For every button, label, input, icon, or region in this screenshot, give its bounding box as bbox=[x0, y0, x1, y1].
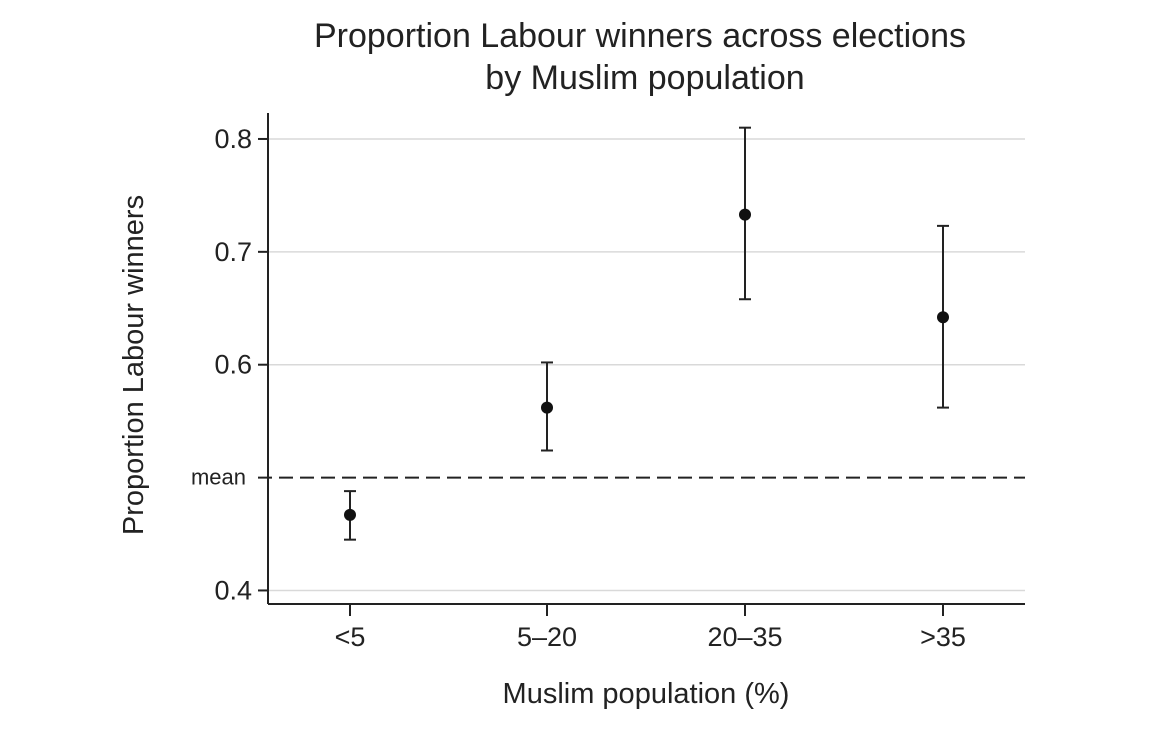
plot-area: 0.4 0.6 0.7 0.8 mean <5 5–20 20–35 >35 bbox=[191, 113, 1025, 652]
data-point bbox=[344, 508, 356, 521]
x-axis-title: Muslim population (%) bbox=[503, 678, 790, 710]
x-tick-label: 5–20 bbox=[517, 622, 577, 652]
chart-subtitle: by Muslim population bbox=[485, 59, 804, 97]
data-point bbox=[937, 311, 949, 324]
y-tick-label: 0.6 bbox=[214, 350, 252, 380]
y-tick-label: 0.7 bbox=[214, 237, 252, 267]
chart-title: Proportion Labour winners across electio… bbox=[314, 17, 966, 55]
data-point bbox=[541, 401, 553, 414]
x-tick-label: >35 bbox=[920, 622, 966, 652]
y-axis-title: Proportion Labour winners bbox=[118, 195, 150, 535]
data-point bbox=[739, 208, 751, 221]
x-tick-label: <5 bbox=[335, 622, 366, 652]
mean-label: mean bbox=[191, 465, 246, 490]
y-tick-label: 0.8 bbox=[214, 124, 252, 154]
x-tick-label: 20–35 bbox=[707, 622, 782, 652]
y-tick-label: 0.4 bbox=[214, 575, 252, 605]
